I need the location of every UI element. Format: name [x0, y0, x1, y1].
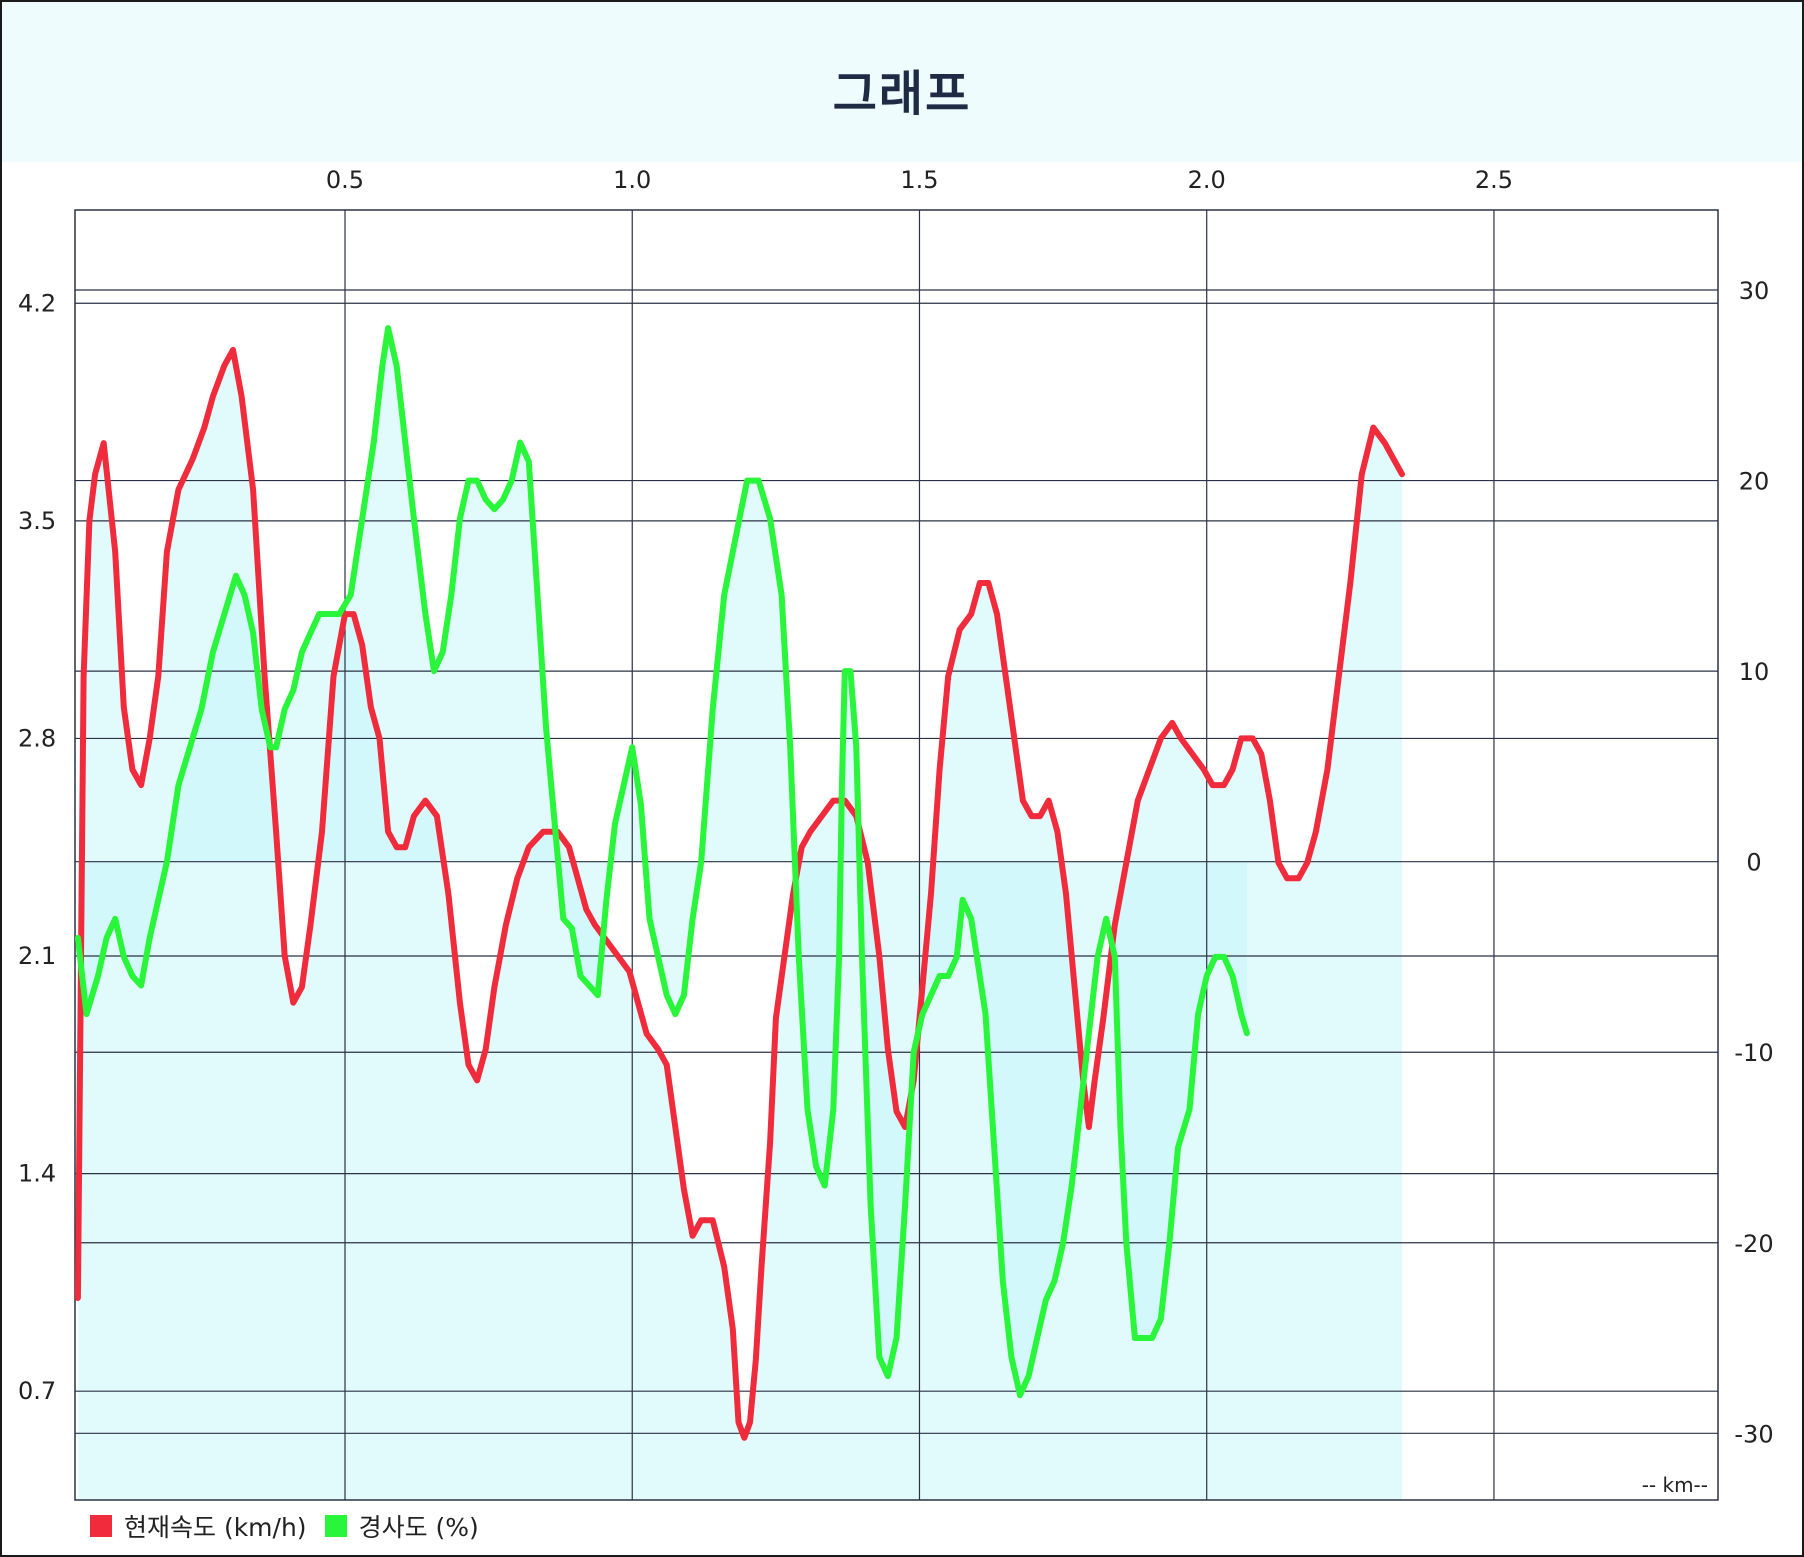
y-right-tick-label: 0	[1746, 849, 1761, 877]
legend-swatch-speed	[90, 1515, 112, 1537]
y-left-tick-label: 3.5	[18, 507, 56, 535]
x-tick-label: 2.0	[1188, 166, 1226, 194]
y-left-tick-label: 0.7	[18, 1377, 56, 1405]
x-tick-label: 1.0	[613, 166, 651, 194]
x-tick-label: 1.5	[900, 166, 938, 194]
series-line-0	[74, 346, 1405, 1441]
y-right-tick-label: 20	[1739, 468, 1770, 496]
legend-item-slope[interactable]: 경사도 (%)	[324, 1508, 479, 1544]
x-tick-label: 2.5	[1475, 166, 1513, 194]
y-right-tick-label: -20	[1734, 1230, 1773, 1258]
series-area-0	[77, 349, 1402, 1500]
y-left-tick-label: 2.1	[18, 942, 56, 970]
x-tick-label: 0.5	[326, 166, 364, 194]
series-area-1	[77, 328, 1247, 1396]
legend: 현재속도 (km/h) 경사도 (%)	[90, 1510, 497, 1542]
line-chart: 0.5 1.0 1.5 2.0 2.5 0.7 1.4 2.1 2.8 3.5 4.2 -30 -20 -…	[18, 166, 1774, 1501]
plot-border	[74, 209, 1719, 1501]
legend-swatch-slope	[324, 1515, 347, 1537]
y-right-tick-label: 30	[1739, 277, 1770, 305]
chart-header: 그래프	[2, 2, 1802, 162]
y-right-tick-label: -10	[1734, 1039, 1773, 1067]
y-left-tick-label: 2.8	[18, 724, 56, 752]
y-left-tick-label: 4.2	[18, 289, 56, 317]
series-line-1	[74, 325, 1250, 1399]
legend-item-speed[interactable]: 현재속도 (km/h)	[90, 1508, 307, 1544]
legend-label-slope: 경사도 (%)	[358, 1513, 479, 1542]
y-right-tick-label: 10	[1739, 658, 1770, 686]
y-left-tick-label: 1.4	[18, 1160, 56, 1188]
chart-title: 그래프	[832, 66, 972, 122]
x-unit-label: -- km--	[1642, 1473, 1708, 1497]
y-right-tick-label: -30	[1734, 1420, 1773, 1448]
legend-label-speed: 현재속도 (km/h)	[124, 1513, 307, 1542]
